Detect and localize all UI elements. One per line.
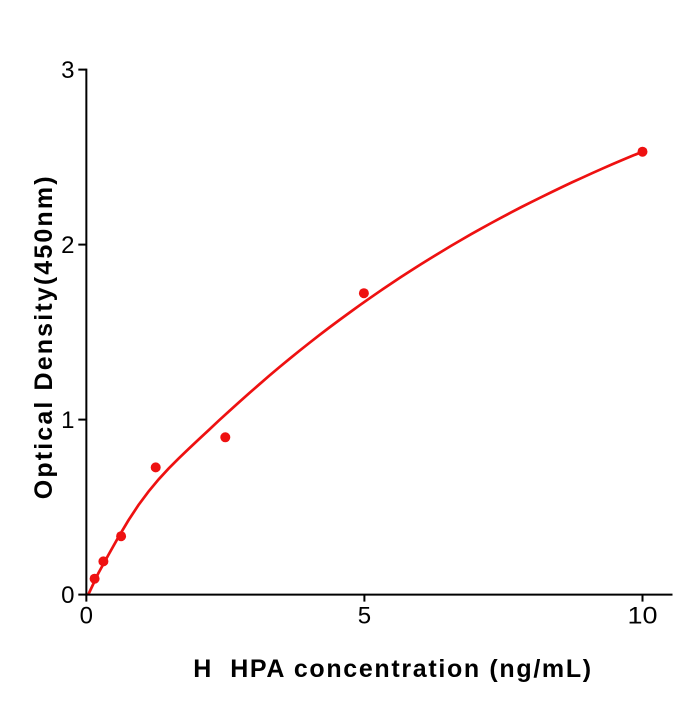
svg-text:5: 5 bbox=[358, 603, 371, 630]
svg-text:3: 3 bbox=[61, 57, 74, 84]
svg-text:H HPA concentration (ng/mL): H HPA concentration (ng/mL) bbox=[193, 655, 593, 683]
svg-text:Optical Density(450nm): Optical Density(450nm) bbox=[30, 174, 58, 499]
svg-text:0: 0 bbox=[80, 603, 93, 630]
svg-text:2: 2 bbox=[61, 232, 74, 259]
svg-text:10: 10 bbox=[628, 603, 658, 630]
svg-text:1: 1 bbox=[61, 407, 74, 434]
svg-text:0: 0 bbox=[61, 582, 74, 609]
